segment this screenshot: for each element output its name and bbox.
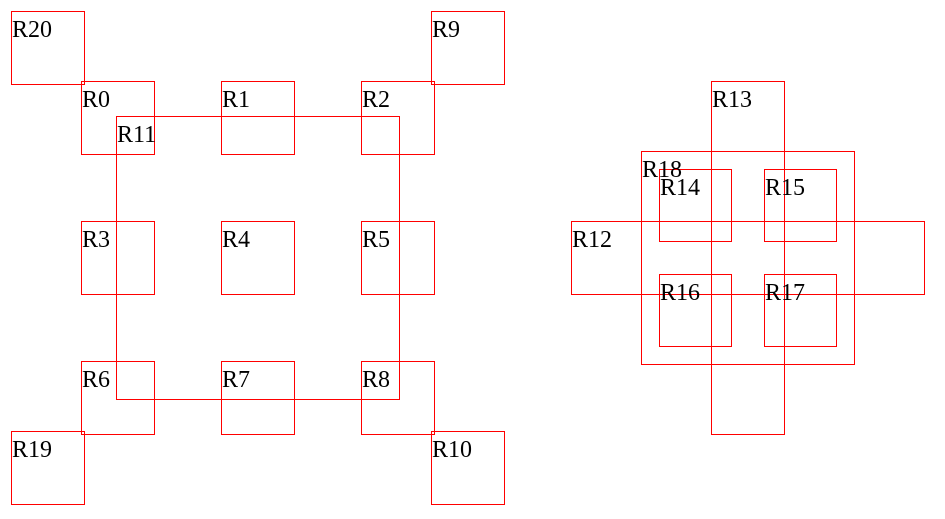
region-label-r6: R6 [82,367,110,393]
region-label-r19: R19 [12,437,52,463]
region-label-r11: R11 [117,122,156,148]
region-label-r8: R8 [362,367,390,393]
region-box-r14 [659,169,732,242]
region-label-r20: R20 [12,17,52,43]
region-box-r7 [221,361,295,435]
region-label-r9: R9 [432,17,460,43]
region-label-r4: R4 [222,227,250,253]
region-label-r5: R5 [362,227,390,253]
region-label-r2: R2 [362,87,390,113]
region-label-r16: R16 [660,280,700,306]
region-box-r11 [116,116,400,400]
region-label-r10: R10 [432,437,472,463]
region-box-r13 [711,81,785,435]
region-label-r15: R15 [765,175,805,201]
region-box-r3 [81,221,155,295]
region-label-r17: R17 [765,280,805,306]
region-box-r12 [571,221,925,295]
region-label-r18: R18 [642,157,682,183]
region-box-r8 [361,361,435,435]
region-label-r13: R13 [712,87,752,113]
region-box-r15 [764,169,837,242]
region-box-r20 [11,11,85,85]
region-label-r3: R3 [82,227,110,253]
region-label-r12: R12 [572,227,612,253]
region-box-r10 [431,431,505,505]
region-box-r9 [431,11,505,85]
region-label-r7: R7 [222,367,250,393]
region-label-r0: R0 [82,87,110,113]
region-label-r1: R1 [222,87,250,113]
region-box-r1 [221,81,295,155]
region-rects [11,11,925,505]
region-box-r2 [361,81,435,155]
region-box-r5 [361,221,435,295]
region-box-r0 [81,81,155,155]
region-label-r14: R14 [660,175,700,201]
region-box-r16 [659,274,732,347]
region-box-r19 [11,431,85,505]
region-box-r18 [641,151,855,365]
region-box-r4 [221,221,295,295]
region-box-r6 [81,361,155,435]
region-box-r17 [764,274,837,347]
